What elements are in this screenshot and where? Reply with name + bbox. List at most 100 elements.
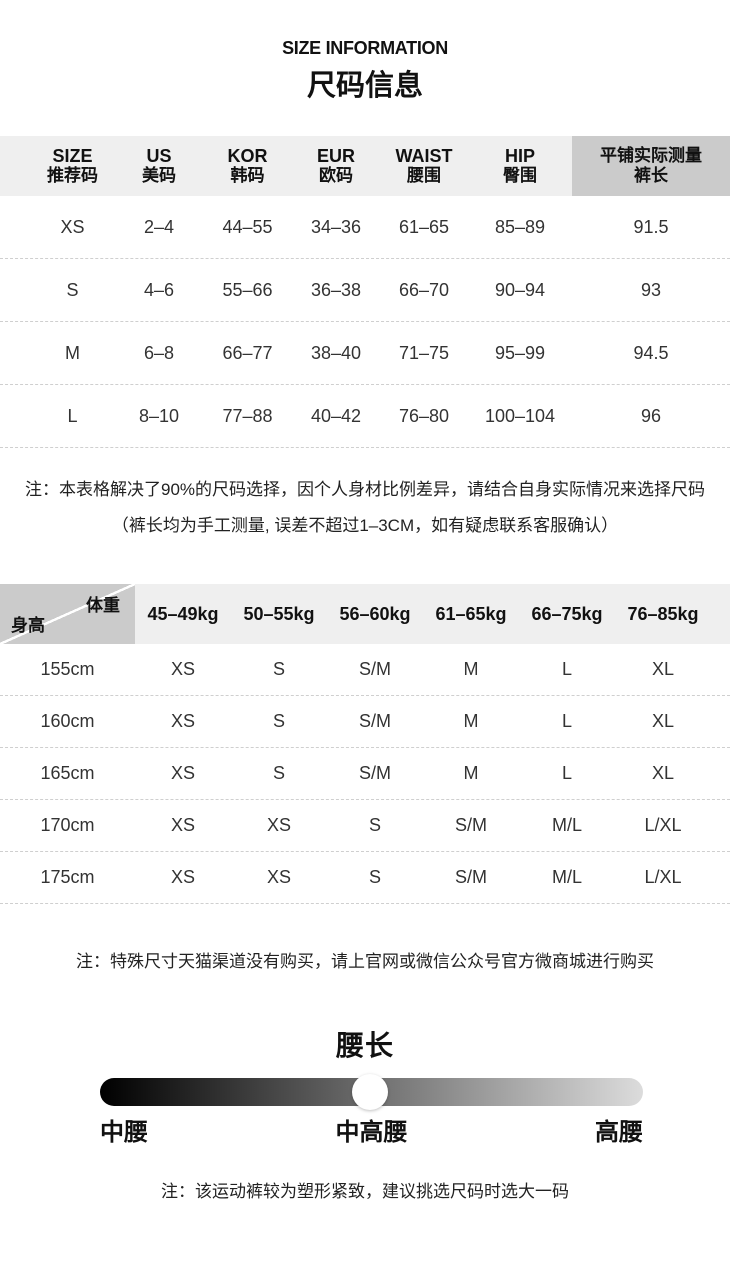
table-row: L 8–10 77–88 40–42 76–80 100–104 96 — [0, 385, 730, 448]
table-cell: XS — [60, 216, 85, 237]
table-cell: S — [272, 659, 285, 679]
table-row: M 6–8 66–77 38–40 71–75 95–99 94.5 — [0, 322, 730, 385]
height-cell: 175cm — [40, 867, 95, 887]
table-cell: S/M — [358, 763, 391, 783]
weight-header-cell: 76–85kg — [627, 603, 699, 624]
weight-header-cell: 45–49kg — [147, 603, 219, 624]
size-chart-note: 注：本表格解决了90%的尺码选择，因个人身材比例差异，请结合自身实际情况来选择尺… — [0, 472, 730, 544]
table-cell: 6–8 — [143, 342, 175, 363]
rise-label-high: 高腰 — [595, 1119, 643, 1146]
table-cell: 76–80 — [398, 405, 450, 426]
table-cell: XS — [170, 711, 195, 731]
table-cell: L — [561, 711, 572, 731]
rise-gradient-bar — [100, 1074, 643, 1110]
height-axis-label: 身高 — [11, 616, 45, 635]
header-cell-us: US 美码 — [142, 146, 176, 185]
table-cell: S — [368, 815, 381, 835]
table-cell: L — [561, 659, 572, 679]
header-cell-waist: WAIST 腰围 — [395, 146, 453, 185]
table-cell: S — [66, 279, 79, 300]
table-cell: L/XL — [644, 815, 682, 835]
rise-label-mid-high: 中高腰 — [335, 1119, 408, 1146]
table-cell: S/M — [454, 867, 487, 887]
table-row: 170cm XS XS S S/M M/L L/XL — [0, 800, 730, 852]
rise-marker — [351, 1074, 388, 1110]
table-cell: S — [272, 763, 285, 783]
table-cell: M/L — [551, 815, 582, 835]
table-cell: 95–99 — [494, 342, 546, 363]
header-cell-size: SIZE 推荐码 — [47, 146, 98, 185]
height-weight-header-row: 体重 身高 45–49kg 50–55kg 56–60kg 61–65kg 66… — [0, 584, 730, 644]
special-size-note: 注：特殊尺寸天猫渠道没有购买，请上官网或微信公众号官方微商城进行购买 — [76, 952, 654, 971]
header-cell-pant-length: 平铺实际测量 裤长 — [572, 136, 730, 196]
table-cell: S/M — [454, 815, 487, 835]
corner-cell: 体重 身高 — [0, 584, 135, 644]
table-cell: 44–55 — [222, 216, 273, 237]
table-cell: 71–75 — [398, 342, 450, 363]
table-cell: 85–89 — [494, 216, 546, 237]
table-cell: S — [272, 711, 285, 731]
table-cell: M — [463, 711, 479, 731]
page-title-zh: 尺码信息 — [306, 70, 423, 102]
table-cell: L — [67, 405, 78, 426]
page-title-en: SIZE INFORMATION — [282, 38, 448, 58]
table-cell: 93 — [640, 279, 662, 300]
table-cell: XS — [170, 763, 195, 783]
rise-labels: 中腰 中高腰 高腰 — [100, 1118, 643, 1148]
table-cell: L/XL — [644, 867, 682, 887]
table-cell: XS — [170, 659, 195, 679]
table-row: 160cm XS S S/M M L XL — [0, 696, 730, 748]
table-cell: S/M — [358, 659, 391, 679]
table-cell: L — [561, 763, 572, 783]
table-cell: 91.5 — [633, 216, 669, 237]
height-cell: 160cm — [40, 711, 95, 731]
table-cell: 40–42 — [310, 405, 362, 426]
header-cell-eur: EUR 欧码 — [316, 146, 355, 185]
weight-header-cell: 56–60kg — [339, 603, 411, 624]
table-row: S 4–6 55–66 36–38 66–70 90–94 93 — [0, 259, 730, 322]
fit-note: 注：该运动裤较为塑形紧致，建议挑选尺码时选大一码 — [161, 1182, 569, 1201]
weight-header-cell: 50–55kg — [243, 603, 315, 624]
note-line: 注：本表格解决了90%的尺码选择，因个人身材比例差异，请结合自身实际情况来选择尺… — [24, 480, 706, 499]
height-cell: 155cm — [40, 659, 95, 679]
table-row: XS 2–4 44–55 34–36 61–65 85–89 91.5 — [0, 196, 730, 259]
table-cell: XS — [170, 815, 195, 835]
weight-header-cell: 66–75kg — [531, 603, 603, 624]
table-cell: S — [368, 867, 381, 887]
table-cell: M — [463, 659, 479, 679]
table-cell: 96 — [640, 405, 662, 426]
table-cell: 36–38 — [310, 279, 362, 300]
header-cell-kor: KOR 韩码 — [227, 146, 268, 185]
table-cell: 34–36 — [310, 216, 362, 237]
table-cell: XS — [266, 867, 291, 887]
table-cell: S/M — [358, 711, 391, 731]
waist-rise-title: 腰长 — [335, 1030, 394, 1061]
table-cell: 4–6 — [143, 279, 175, 300]
height-cell: 170cm — [40, 815, 95, 835]
table-cell: 55–66 — [222, 279, 273, 300]
table-cell: XL — [651, 659, 675, 679]
table-cell: 66–70 — [398, 279, 450, 300]
height-cell: 165cm — [40, 763, 95, 783]
size-conversion-header-row: SIZE 推荐码 US 美码 KOR 韩码 EUR 欧码 WAIST 腰围 HI… — [0, 136, 730, 196]
size-conversion-table: SIZE 推荐码 US 美码 KOR 韩码 EUR 欧码 WAIST 腰围 HI… — [0, 136, 730, 448]
table-cell: XS — [170, 867, 195, 887]
table-cell: XL — [651, 763, 675, 783]
table-cell: M/L — [551, 867, 582, 887]
table-cell: 77–88 — [222, 405, 273, 426]
table-cell: 100–104 — [484, 405, 556, 426]
table-cell: 94.5 — [633, 342, 669, 363]
rise-label-mid: 中腰 — [100, 1119, 148, 1146]
table-cell: 38–40 — [310, 342, 362, 363]
weight-axis-label: 体重 — [86, 596, 120, 615]
table-cell: 2–4 — [143, 216, 175, 237]
header-cell-hip: HIP 臀围 — [503, 146, 537, 185]
table-cell: M — [65, 342, 80, 363]
table-cell: XL — [651, 711, 675, 731]
table-cell: 90–94 — [494, 279, 546, 300]
table-row: 155cm XS S S/M M L XL — [0, 644, 730, 696]
note-line: （裤长均为手工测量, 误差不超过1–3CM，如有疑虑联系客服确认） — [111, 516, 619, 535]
height-weight-table: 体重 身高 45–49kg 50–55kg 56–60kg 61–65kg 66… — [0, 584, 730, 904]
table-cell: 8–10 — [138, 405, 180, 426]
